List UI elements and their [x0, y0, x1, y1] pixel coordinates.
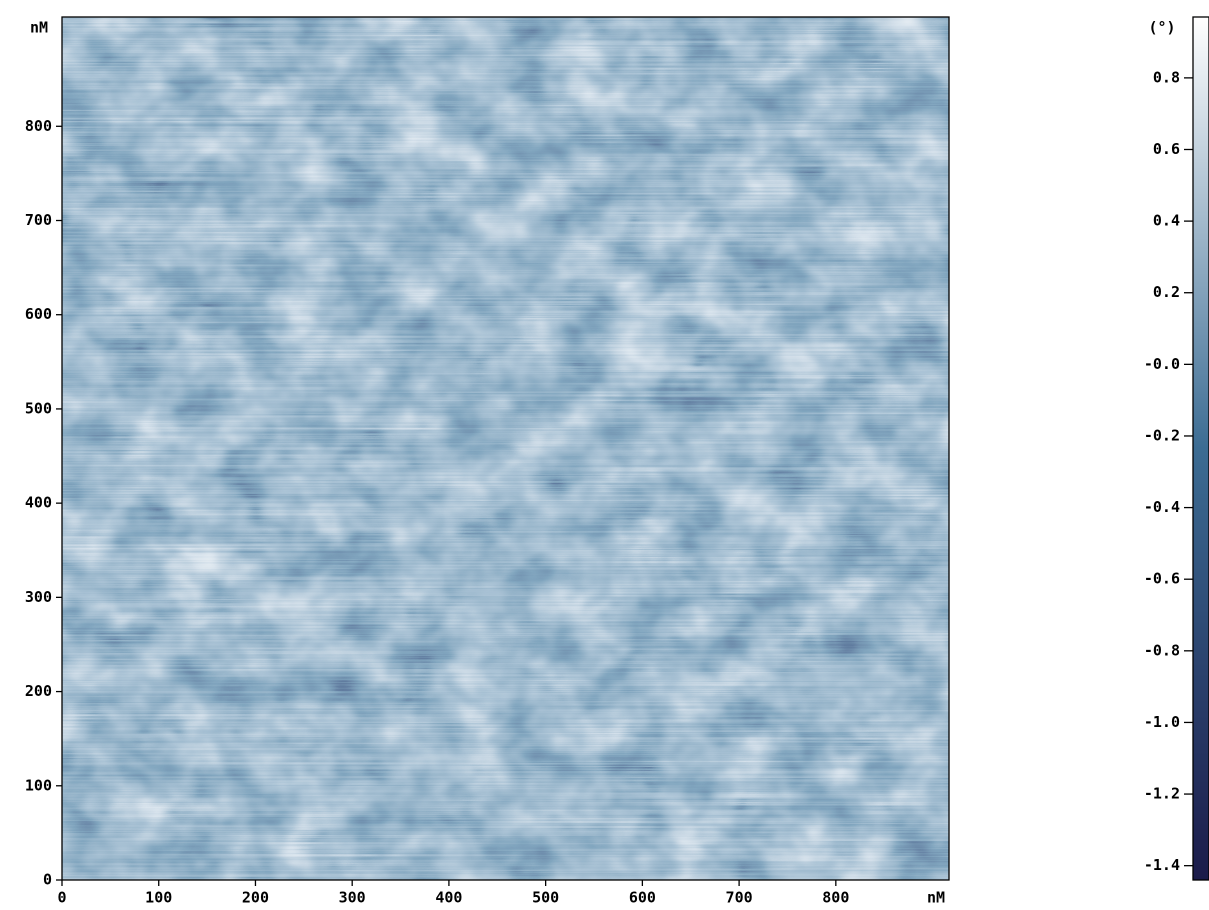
- x-tick-label: 500: [532, 889, 559, 907]
- y-tick-label: 0: [43, 871, 52, 889]
- y-tick-label: 500: [25, 399, 52, 417]
- colorbar-tick-label: 0.6: [1153, 140, 1180, 158]
- y-tick-label: 800: [25, 117, 52, 135]
- colorbar-tick-label: -0.6: [1144, 570, 1180, 588]
- colorbar-tick-label: -1.4: [1144, 856, 1180, 874]
- x-tick-label: 200: [242, 889, 269, 907]
- colorbar-tick-label: -0.4: [1144, 498, 1180, 516]
- colorbar-tick-label: -1.0: [1144, 713, 1180, 731]
- x-axis-unit: nM: [927, 889, 945, 907]
- x-tick-label: 600: [629, 889, 656, 907]
- x-tick-label: 400: [435, 889, 462, 907]
- y-tick-label: 600: [25, 305, 52, 323]
- colorbar-tick-label: -0.8: [1144, 641, 1180, 659]
- x-tick-label: 300: [339, 889, 366, 907]
- colorbar-unit: (°): [1148, 19, 1175, 37]
- x-tick-label: 700: [726, 889, 753, 907]
- y-tick-label: 400: [25, 494, 52, 512]
- colorbar: [1192, 16, 1209, 881]
- colorbar-tick-label: 0.8: [1153, 68, 1180, 86]
- y-tick-label: 100: [25, 776, 52, 794]
- colorbar-tick-label: -0.2: [1144, 426, 1180, 444]
- y-tick-label: 300: [25, 588, 52, 606]
- y-tick-label: 700: [25, 211, 52, 229]
- y-axis-unit: nM: [30, 19, 48, 37]
- colorbar-tick-label: 0.4: [1153, 212, 1180, 230]
- colorbar-tick-label: -0.0: [1144, 355, 1180, 373]
- x-tick-label: 0: [57, 889, 66, 907]
- plot-frame: [61, 16, 950, 881]
- colorbar-tick-label: 0.2: [1153, 283, 1180, 301]
- x-tick-label: 100: [145, 889, 172, 907]
- y-tick-label: 200: [25, 682, 52, 700]
- colorbar-tick-label: -1.2: [1144, 785, 1180, 803]
- x-tick-label: 800: [822, 889, 849, 907]
- afm-image: [62, 17, 949, 880]
